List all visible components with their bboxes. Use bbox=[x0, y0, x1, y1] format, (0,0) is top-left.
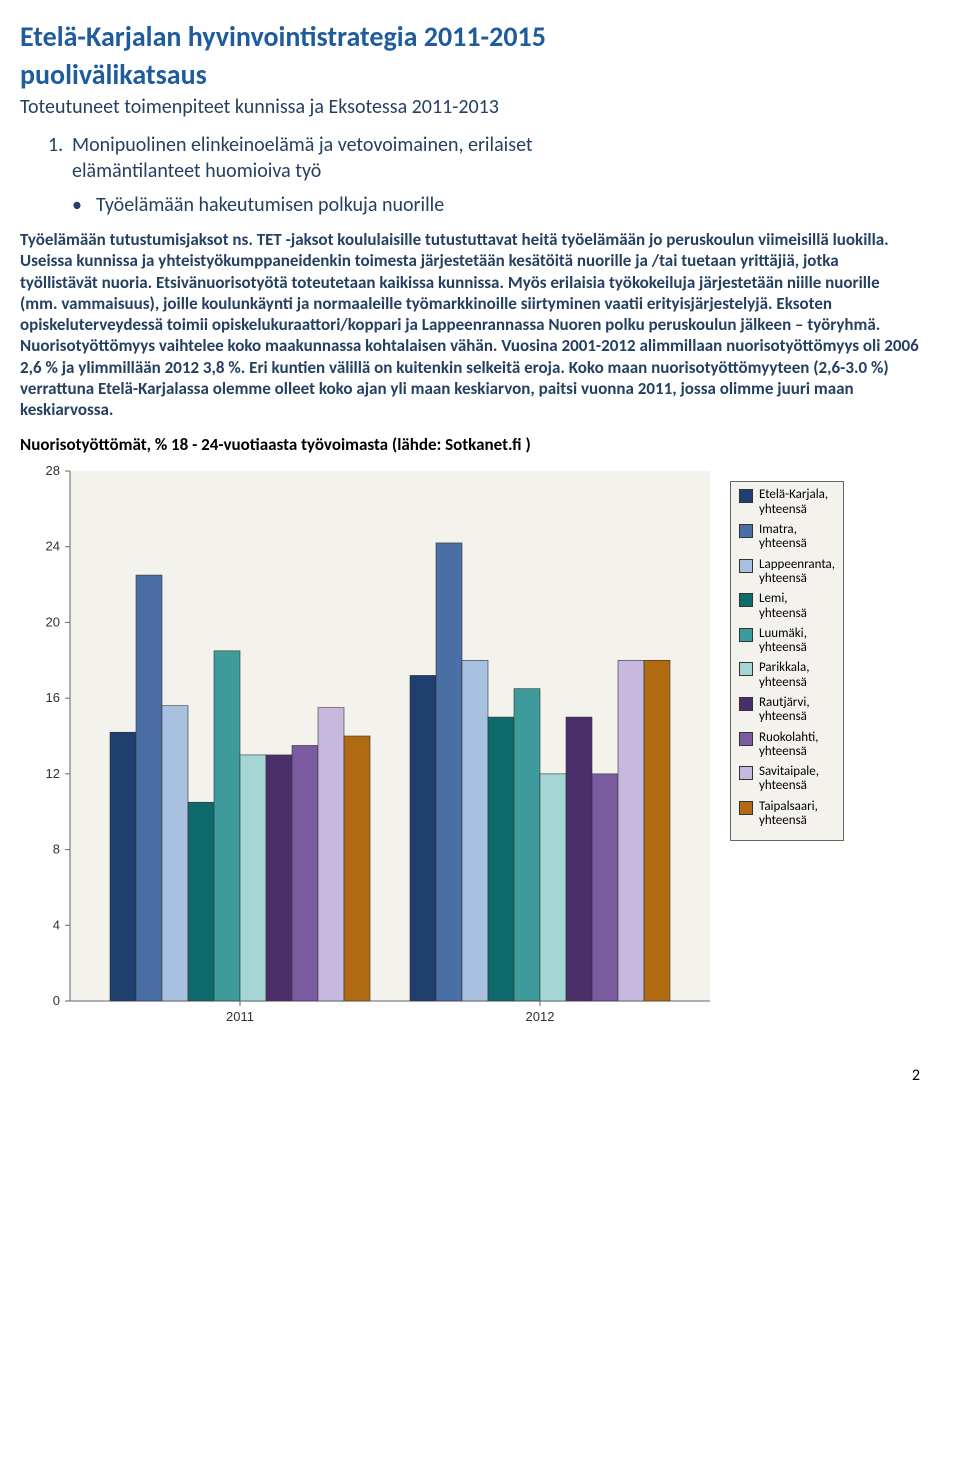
legend-swatch bbox=[739, 489, 753, 503]
legend-swatch bbox=[739, 801, 753, 815]
legend-swatch bbox=[739, 662, 753, 676]
svg-text:0: 0 bbox=[53, 993, 60, 1008]
legend-swatch bbox=[739, 628, 753, 642]
bar-chart-svg: 0 4 8 12 16 20 24 28 2011 2012 bbox=[20, 461, 720, 1041]
bullet-text: Työelämään hakeutumisen polkuja nuorille bbox=[96, 193, 444, 217]
legend-label: Rautjärvi,yhteensä bbox=[759, 696, 810, 725]
legend-swatch bbox=[739, 524, 753, 538]
legend-label: Parikkala,yhteensä bbox=[759, 661, 809, 690]
legend-item: Lappeenranta,yhteensä bbox=[739, 558, 835, 587]
bullet-item: •Työelämään hakeutumisen polkuja nuorill… bbox=[72, 193, 920, 217]
legend-label: Luumäki,yhteensä bbox=[759, 627, 807, 656]
svg-text:28: 28 bbox=[46, 463, 60, 478]
body-paragraph-2: Nuorisotyöttömyys vaihtelee koko maakunn… bbox=[20, 335, 920, 420]
section-heading-text-1: Monipuolinen elinkeinoelämä ja vetovoima… bbox=[72, 133, 533, 157]
page-title-line1: Etelä-Karjalan hyvinvointistrategia 2011… bbox=[20, 20, 920, 54]
legend-item: Savitaipale,yhteensä bbox=[739, 765, 835, 794]
legend-item: Ruokolahti,yhteensä bbox=[739, 731, 835, 760]
legend-item: Taipalsaari,yhteensä bbox=[739, 800, 835, 829]
section-heading-line1: 1.Monipuolinen elinkeinoelämä ja vetovoi… bbox=[48, 133, 920, 157]
legend-item: Imatra,yhteensä bbox=[739, 523, 835, 552]
legend-label: Taipalsaari,yhteensä bbox=[759, 800, 818, 829]
svg-text:20: 20 bbox=[46, 615, 60, 630]
legend-item: Lemi,yhteensä bbox=[739, 592, 835, 621]
legend-item: Luumäki,yhteensä bbox=[739, 627, 835, 656]
chart-plot: 0 4 8 12 16 20 24 28 2011 2012 bbox=[20, 461, 720, 1046]
legend-swatch bbox=[739, 697, 753, 711]
legend-item: Rautjärvi,yhteensä bbox=[739, 696, 835, 725]
legend-swatch bbox=[739, 766, 753, 780]
chart-title: Nuorisotyöttömät, % 18 - 24-vuotiaasta t… bbox=[20, 434, 920, 455]
legend-label: Savitaipale,yhteensä bbox=[759, 765, 819, 794]
svg-text:4: 4 bbox=[53, 918, 60, 933]
legend-swatch bbox=[739, 732, 753, 746]
legend-swatch bbox=[739, 593, 753, 607]
svg-text:2011: 2011 bbox=[226, 1009, 254, 1024]
chart-container: 0 4 8 12 16 20 24 28 2011 2012 Etelä-Karjala,yhte… bbox=[20, 461, 920, 1046]
svg-text:8: 8 bbox=[53, 842, 60, 857]
legend-item: Parikkala,yhteensä bbox=[739, 661, 835, 690]
svg-text:2012: 2012 bbox=[526, 1009, 555, 1024]
legend-label: Imatra,yhteensä bbox=[759, 523, 807, 552]
legend-swatch bbox=[739, 559, 753, 573]
svg-text:16: 16 bbox=[46, 691, 60, 706]
legend-item: Etelä-Karjala,yhteensä bbox=[739, 488, 835, 517]
legend-label: Lemi,yhteensä bbox=[759, 592, 807, 621]
section-number: 1. bbox=[48, 133, 72, 157]
section-heading-line2: elämäntilanteet huomioiva työ bbox=[72, 159, 920, 183]
legend-label: Ruokolahti,yhteensä bbox=[759, 731, 818, 760]
svg-text:24: 24 bbox=[46, 539, 60, 554]
bullet-icon: • bbox=[72, 193, 96, 217]
body-paragraph-1: Työelämään tutustumisjaksot ns. TET -jak… bbox=[20, 229, 920, 335]
page-number: 2 bbox=[20, 1066, 920, 1085]
legend-label: Etelä-Karjala,yhteensä bbox=[759, 488, 828, 517]
svg-text:12: 12 bbox=[46, 766, 60, 781]
chart-legend: Etelä-Karjala,yhteensä Imatra,yhteensä Lap… bbox=[730, 481, 844, 841]
page-subtitle: Toteutuneet toimenpiteet kunnissa ja Eks… bbox=[20, 95, 920, 119]
legend-label: Lappeenranta,yhteensä bbox=[759, 558, 835, 587]
page-title-line2: puolivälikatsaus bbox=[20, 58, 920, 92]
